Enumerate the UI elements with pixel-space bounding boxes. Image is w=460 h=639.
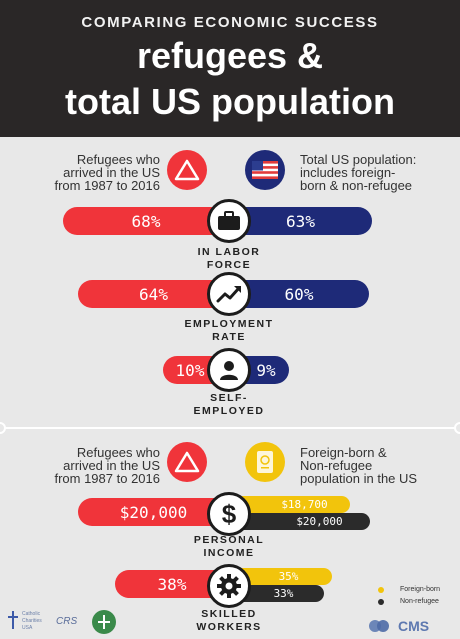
non-refugee-value: 33% <box>273 587 294 600</box>
non-refugee-value: $20,000 <box>296 515 343 528</box>
logo-text: CMS <box>398 618 430 634</box>
label-line: SKILLED <box>201 608 257 620</box>
briefcase-icon <box>207 199 251 243</box>
passport-icon <box>245 442 285 482</box>
labor-force-label: IN LABOR FORCE <box>149 246 309 272</box>
us-flag-icon <box>245 150 285 190</box>
legend-line: includes foreign- <box>300 165 396 180</box>
refugee-legend-text-2: Refugees who arrived in the US from 1987… <box>30 446 160 485</box>
legend-line: population in the US <box>300 471 418 486</box>
employment-refugee-bar: 64% <box>78 280 229 308</box>
employment-total-bar: 60% <box>229 280 369 308</box>
total-value: 63% <box>286 211 315 231</box>
legend-line: arrived in the US <box>63 165 160 180</box>
header: COMPARING ECONOMIC SUCCESS refugees & to… <box>0 0 460 137</box>
legend-line: Refugees who <box>76 445 160 460</box>
refugee-legend-text: Refugees who arrived in the US from 1987… <box>30 153 160 192</box>
refugee-value: 10% <box>175 360 205 380</box>
logo-text: Catholic Charities USA <box>22 611 42 631</box>
self-employed-label: SELF- EMPLOYED <box>149 392 309 418</box>
non-refugee-key-dot <box>378 599 384 605</box>
refugee-value: 64% <box>139 284 168 304</box>
skilled-non-refugee-bar: 33% <box>229 585 324 602</box>
employment-label: EMPLOYMENT RATE <box>149 318 309 344</box>
divider-dot-right <box>454 422 460 434</box>
refugee-value: 38% <box>157 574 187 594</box>
legend-line: arrived in the US <box>63 458 160 473</box>
legend-line: from 1987 to 2016 <box>54 471 160 486</box>
refugee-triangle-icon <box>167 150 207 190</box>
label-line: PERSONAL <box>193 534 265 546</box>
foreign-born-legend-text: Foreign-born & Non-refugee population in… <box>300 446 450 485</box>
labor-force-total-bar: 63% <box>229 207 372 235</box>
header-kicker: COMPARING ECONOMIC SUCCESS <box>81 14 379 31</box>
income-non-refugee-bar: $20,000 <box>229 513 370 530</box>
title-line-1: refugees & <box>136 35 324 76</box>
foreign-born-key-dot <box>378 587 384 593</box>
income-foreign-born-bar: $18,700 <box>229 496 350 513</box>
legend-line: Total US population: <box>300 152 417 167</box>
label-line: RATE <box>212 331 246 343</box>
catholic-charities-logo: Catholic Charities USA <box>4 608 44 636</box>
cms-logo: CMS <box>368 616 458 636</box>
legend-line: Refugees who <box>76 152 160 167</box>
seal-logo <box>92 610 116 634</box>
skilled-foreign-born-bar: 35% <box>229 568 332 585</box>
dollar-icon: $ <box>207 492 251 536</box>
legend-line: Foreign-born & <box>300 445 387 460</box>
labor-force-refugee-bar: 68% <box>63 207 229 235</box>
income-label: PERSONAL INCOME <box>149 534 309 560</box>
foreign-born-value: 35% <box>278 570 299 583</box>
gear-icon <box>207 564 251 608</box>
label-line: EMPLOYED <box>193 405 265 417</box>
skilled-label: SKILLED WORKERS <box>149 608 309 634</box>
person-icon <box>207 348 251 392</box>
title-line-2: total US population <box>65 81 395 122</box>
label-line: INCOME <box>203 547 255 559</box>
label-line: WORKERS <box>196 621 262 633</box>
label-line: SELF- <box>210 392 248 404</box>
refugee-triangle-icon <box>167 442 207 482</box>
total-value: 9% <box>256 360 276 380</box>
label-line: FORCE <box>206 259 252 271</box>
refugee-value: $20,000 <box>119 502 188 522</box>
label-line: IN LABOR <box>197 246 261 258</box>
legend-line: from 1987 to 2016 <box>54 178 160 193</box>
legend-line: Non-refugee <box>300 458 373 473</box>
non-refugee-key-label: Non-refugee <box>400 598 439 605</box>
label-line: EMPLOYMENT <box>184 318 274 330</box>
trend-up-icon <box>207 272 251 316</box>
income-refugee-bar: $20,000 <box>78 498 229 526</box>
total-value: 60% <box>284 284 314 304</box>
refugee-value: 68% <box>131 211 161 231</box>
total-legend-text: Total US population: includes foreign- b… <box>300 153 450 192</box>
legend-line: born & non-refugee <box>300 178 413 193</box>
section-divider <box>0 427 460 429</box>
foreign-born-value: $18,700 <box>281 498 328 511</box>
crs-logo: CRS <box>48 612 84 634</box>
divider-dot-left <box>0 422 6 434</box>
foreign-born-key-label: Foreign-born <box>400 586 441 593</box>
logo-text: CRS <box>56 616 78 627</box>
